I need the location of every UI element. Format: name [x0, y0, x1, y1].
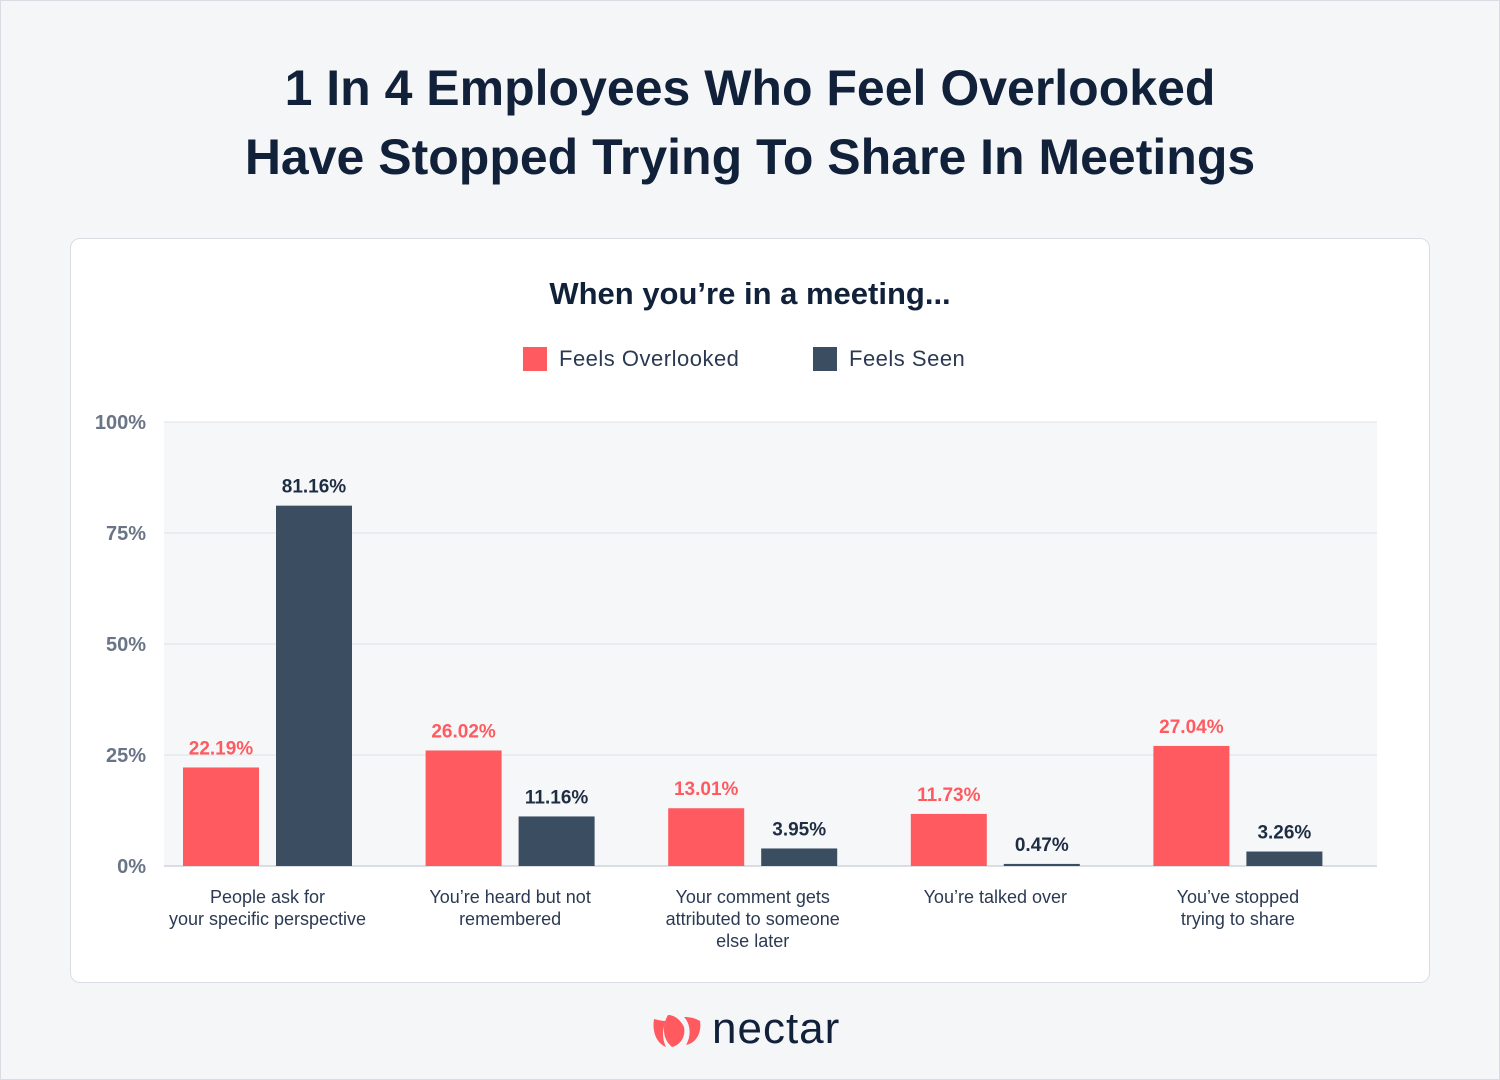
- x-tick-label: People ask for: [210, 887, 325, 907]
- data-label: 3.26%: [1257, 823, 1311, 844]
- legend-label-overlooked: Feels Overlooked: [559, 346, 740, 371]
- bar-seen: [1003, 863, 1080, 866]
- brand-logo: nectar: [650, 1004, 840, 1054]
- chart-legend: Feels Overlooked Feels Seen: [0, 344, 1500, 374]
- data-label: 11.16%: [525, 787, 588, 808]
- x-tick-label: You’re heard but not: [429, 887, 590, 907]
- bar-seen: [518, 816, 595, 866]
- x-tick-label: attributed to someone: [666, 909, 840, 929]
- x-tick-label: your specific perspective: [169, 909, 366, 929]
- brand-name: nectar: [712, 1004, 841, 1053]
- data-label: 3.95%: [772, 819, 826, 840]
- bar-overlooked: [425, 750, 502, 866]
- x-tick-label: remembered: [459, 909, 561, 929]
- bar-overlooked: [668, 808, 745, 866]
- y-tick-label: 100%: [95, 412, 146, 434]
- x-tick-label: Your comment gets: [675, 887, 829, 907]
- data-label: 11.73%: [917, 785, 980, 806]
- legend-item-overlooked: Feels Overlooked: [523, 344, 739, 374]
- data-label: 0.47%: [1015, 835, 1069, 856]
- bar-overlooked: [910, 813, 987, 866]
- nectar-leaf-icon: [653, 1015, 701, 1047]
- x-tick-label: You’ve stopped: [1177, 887, 1299, 907]
- data-label: 81.16%: [282, 477, 347, 498]
- y-tick-label: 25%: [106, 745, 146, 767]
- legend-swatch-seen: [813, 347, 837, 371]
- page-title-line-2: Have Stopped Trying To Share In Meetings: [244, 129, 1256, 185]
- y-tick-label: 75%: [106, 523, 146, 545]
- data-label: 27.04%: [1159, 717, 1224, 738]
- chart-title: When you’re in a meeting...: [549, 276, 951, 311]
- x-tick-label: trying to share: [1181, 909, 1295, 929]
- bar-seen: [276, 505, 352, 866]
- bar-seen: [761, 848, 838, 866]
- page-title-line-1: 1 In 4 Employees Who Feel Overlooked: [284, 60, 1216, 116]
- x-tick-label: else later: [716, 931, 789, 951]
- bar-overlooked: [183, 767, 259, 866]
- y-tick-label: 50%: [106, 634, 146, 656]
- bar-overlooked: [1153, 745, 1230, 866]
- x-tick-label: You’re talked over: [924, 887, 1067, 907]
- legend-label-seen: Feels Seen: [849, 346, 966, 371]
- legend-swatch-overlooked: [523, 347, 547, 371]
- legend-item-seen: Feels Seen: [813, 344, 965, 374]
- data-label: 22.19%: [189, 738, 254, 759]
- bar-seen: [1246, 851, 1323, 866]
- data-label: 13.01%: [674, 779, 739, 800]
- data-label: 26.02%: [431, 721, 496, 742]
- y-tick-label: 0%: [117, 856, 146, 878]
